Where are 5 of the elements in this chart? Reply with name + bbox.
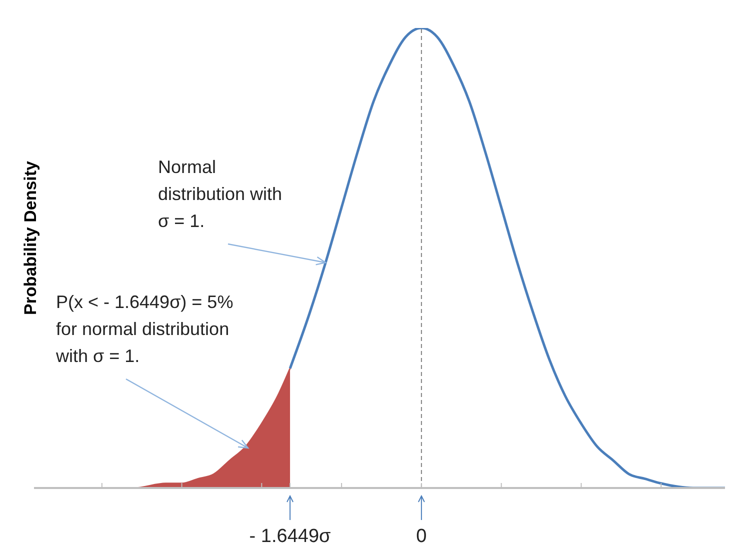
annotation: Normal distribution with σ = 1.	[158, 157, 282, 231]
x-tick-label: 0	[416, 526, 427, 547]
annotation: P(x < - 1.6449σ) = 5% for normal distribution with σ = 1.	[55, 292, 234, 366]
x-tick-label: - 1.6449σ	[249, 526, 332, 547]
y-title: Probability Density	[21, 161, 40, 315]
